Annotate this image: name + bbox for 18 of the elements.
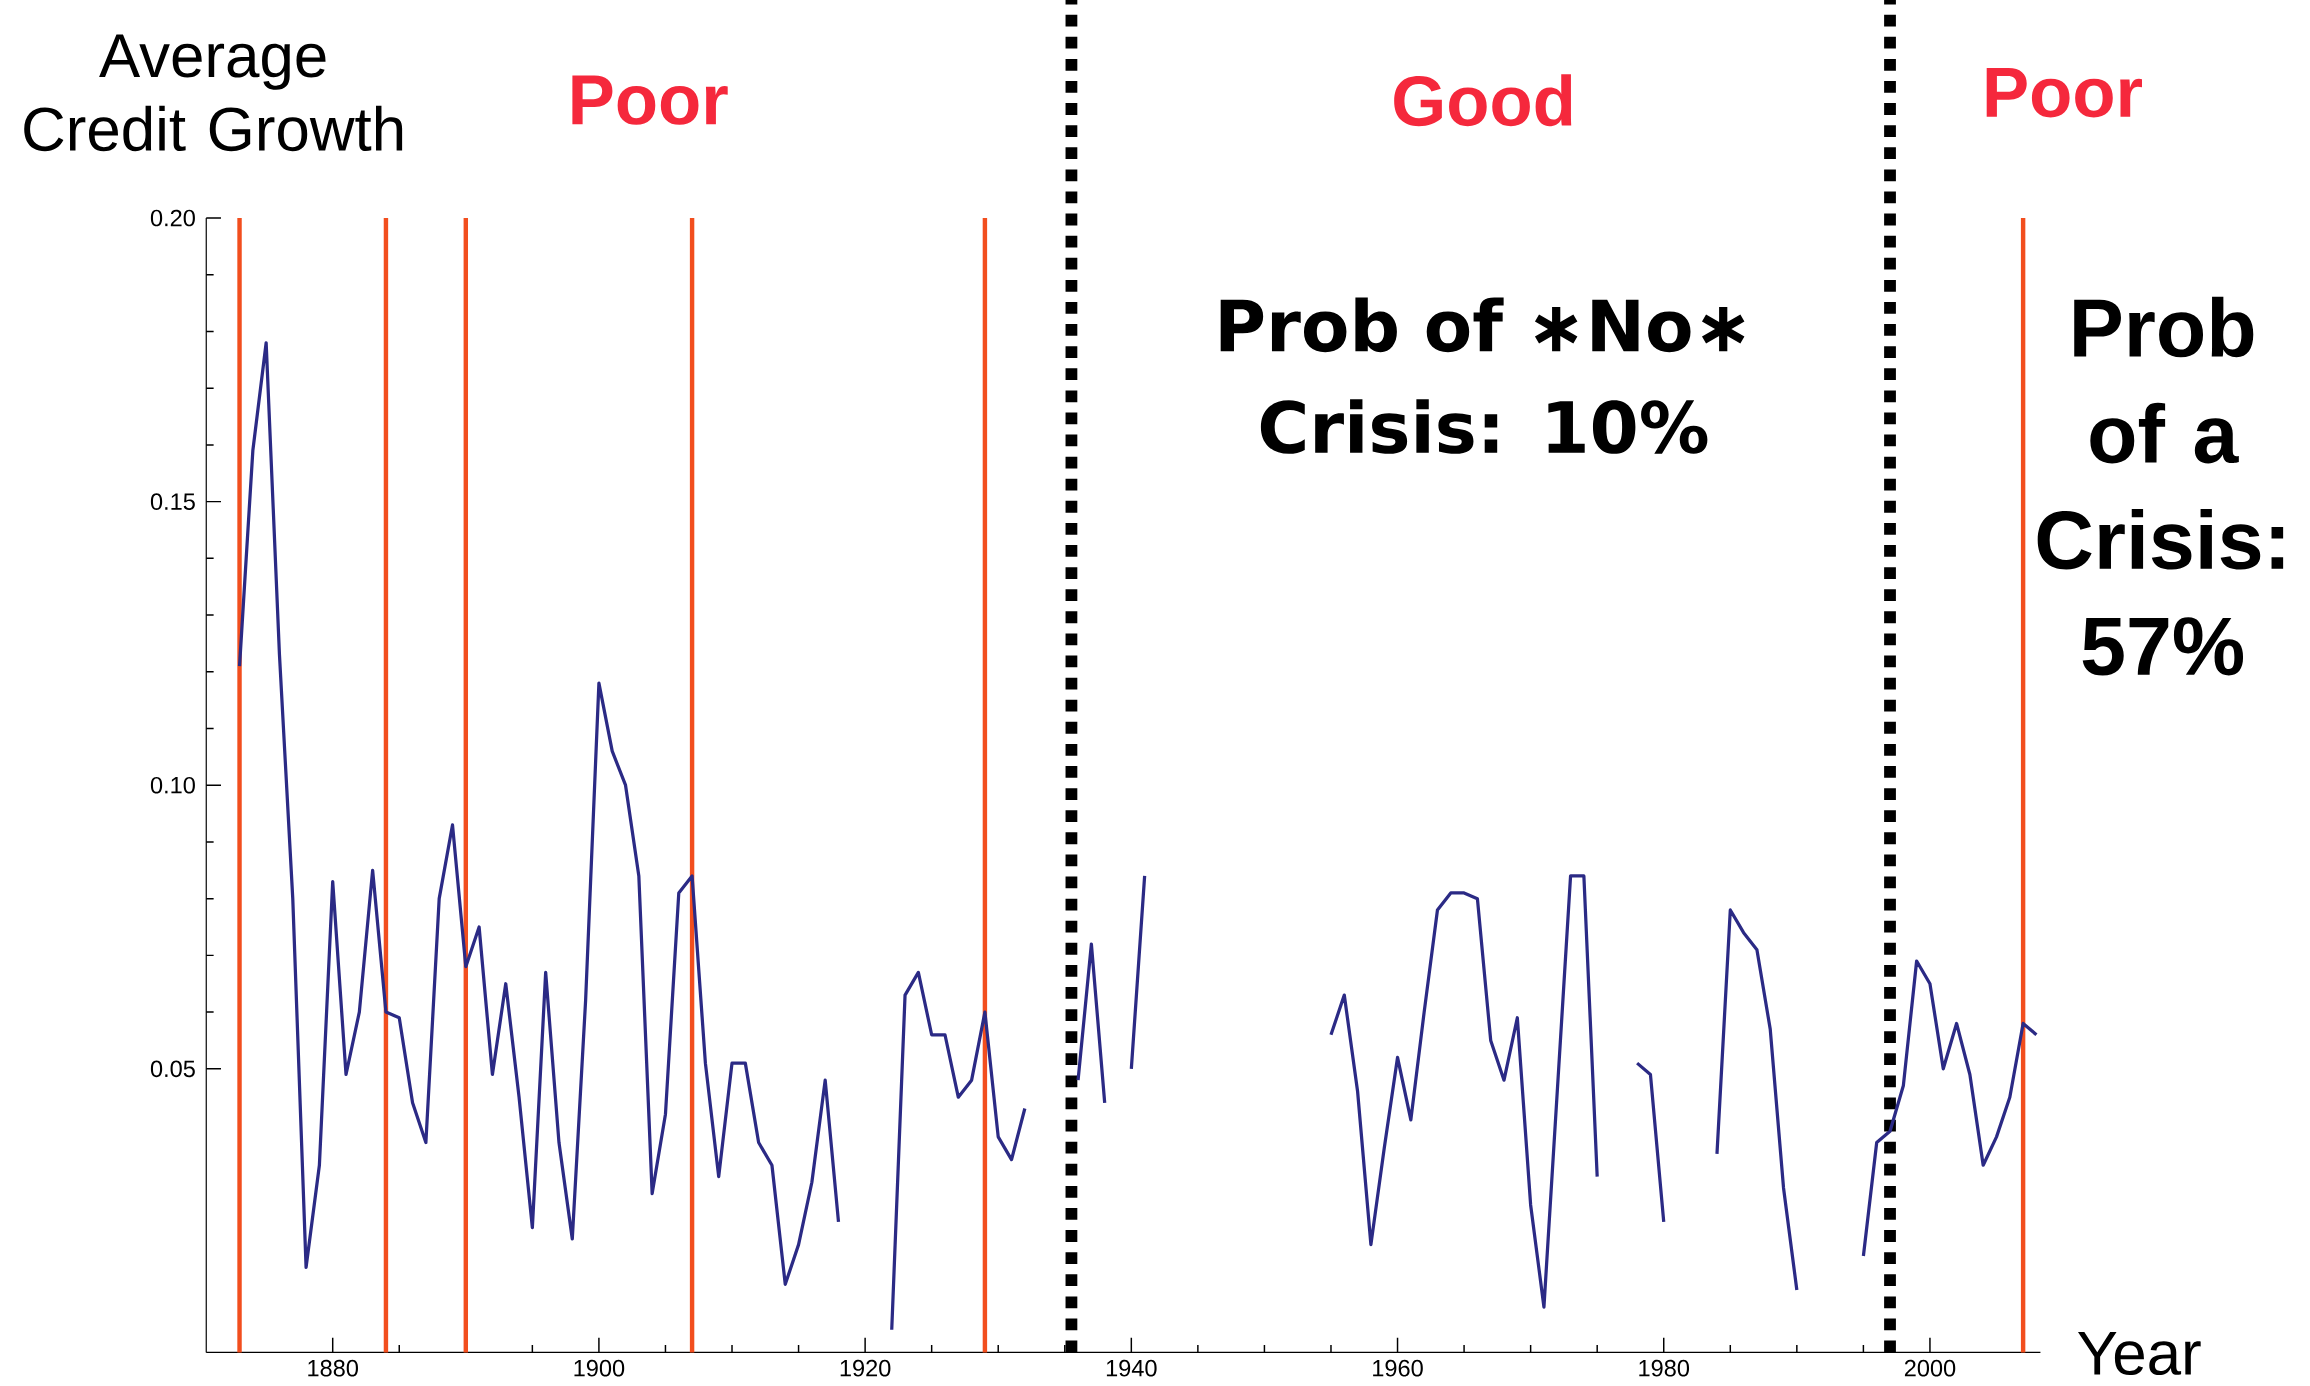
y-tick-label: 0.05 [150,1060,195,1077]
x-tick-label: 1920 [840,1359,891,1377]
annotation: Prob of a Crisis: 57% [2037,296,2284,676]
text: Poor [572,75,728,125]
x-tick-label: 1880 [308,1359,358,1377]
y-tick-label: 0.15 [150,493,195,510]
text: Poor [1986,67,2142,118]
x-tick-label: 2000 [1904,1359,1956,1377]
x-tick-label: 1980 [1639,1359,1690,1377]
x-tick-label: 1960 [1373,1359,1423,1377]
y-axis-title: Average Credit Growth [24,34,403,152]
text: Good [1394,74,1572,126]
x-tick-label: 1940 [1106,1359,1157,1377]
annotation: Prob of ∗No∗ Crisis: 10% [1220,297,1745,454]
x-axis-title: Year [2077,1331,2201,1375]
x-tick-label: 1900 [574,1359,625,1377]
y-tick-label: 0.10 [150,776,195,794]
y-tick-label: 0.20 [150,209,195,227]
